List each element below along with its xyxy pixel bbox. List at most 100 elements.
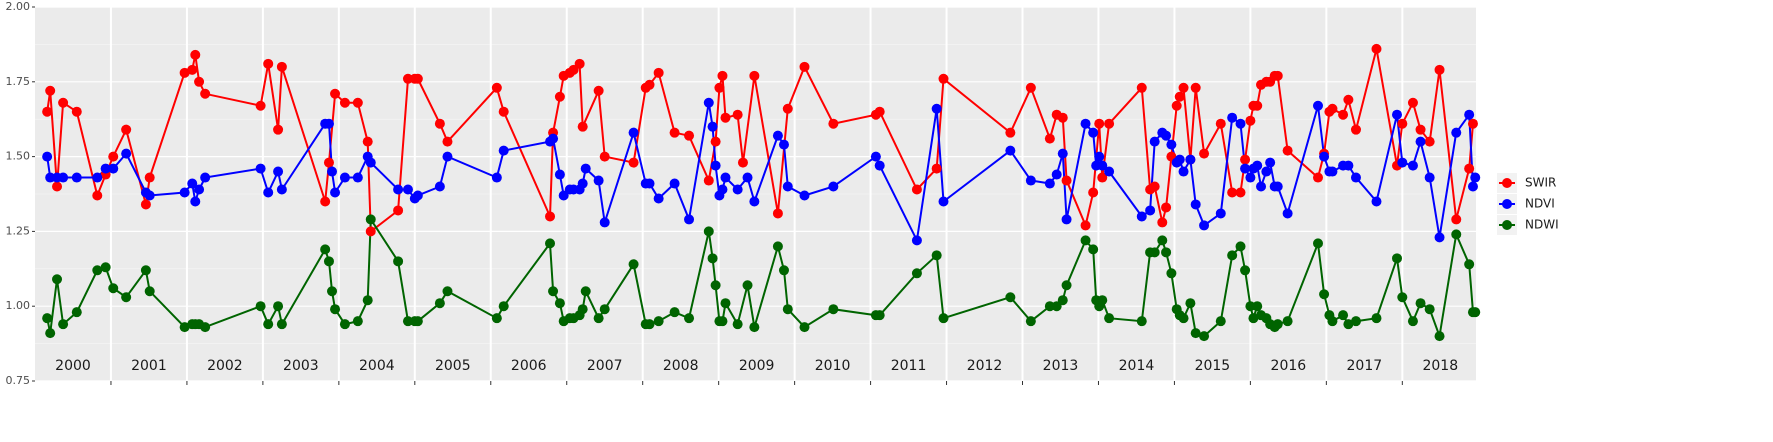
data-point: [276, 184, 287, 195]
data-point: [179, 67, 190, 78]
data-point: [684, 130, 695, 141]
data-point: [1044, 178, 1055, 189]
data-point: [911, 184, 922, 195]
data-point: [828, 181, 839, 192]
data-point: [1104, 313, 1115, 324]
data-point: [330, 187, 341, 198]
legend-point: [1502, 178, 1512, 188]
data-point: [1136, 211, 1147, 222]
data-point: [1338, 109, 1349, 120]
data-point: [874, 310, 885, 321]
data-point: [434, 298, 445, 309]
data-point: [1215, 208, 1226, 219]
data-point: [1397, 157, 1408, 168]
data-point: [263, 319, 274, 330]
data-point: [71, 172, 82, 183]
data-point: [707, 121, 718, 132]
data-point: [71, 106, 82, 117]
data-point: [1097, 160, 1108, 171]
data-point: [393, 256, 404, 267]
data-point: [653, 316, 664, 327]
data-point: [1451, 127, 1462, 138]
data-point: [1161, 202, 1172, 213]
data-point: [1312, 238, 1323, 249]
data-point: [1407, 160, 1418, 171]
data-point: [273, 166, 284, 177]
data-point: [1025, 82, 1036, 93]
data-point: [778, 265, 789, 276]
data-point: [1005, 145, 1016, 156]
data-point: [92, 190, 103, 201]
data-point: [737, 157, 748, 168]
legend-label: NDWI: [1525, 218, 1559, 232]
data-point: [1248, 313, 1259, 324]
data-point: [577, 178, 588, 189]
y-tick-label: 1.75: [6, 75, 31, 88]
data-point: [365, 226, 376, 237]
data-point: [703, 175, 714, 186]
data-point: [703, 226, 714, 237]
data-point: [1025, 175, 1036, 186]
data-point: [931, 163, 942, 174]
data-point: [1343, 319, 1354, 330]
data-point: [1265, 157, 1276, 168]
data-point: [628, 127, 639, 138]
data-point: [190, 196, 201, 207]
data-point: [545, 238, 556, 249]
data-point: [45, 328, 56, 339]
data-point: [1282, 316, 1293, 327]
data-point: [1190, 199, 1201, 210]
data-point: [1252, 160, 1263, 171]
data-point: [1174, 154, 1185, 165]
data-point: [599, 151, 610, 162]
data-point: [323, 118, 334, 129]
data-point: [1391, 253, 1402, 264]
data-point: [1136, 316, 1147, 327]
data-point: [707, 253, 718, 264]
data-point: [402, 73, 413, 84]
data-point: [1424, 136, 1435, 147]
data-point: [1227, 187, 1238, 198]
data-point: [276, 319, 287, 330]
data-point: [749, 322, 760, 333]
year-label: 2005: [435, 358, 471, 374]
data-point: [1312, 100, 1323, 111]
year-label: 2014: [1119, 358, 1155, 374]
data-point: [442, 286, 453, 297]
data-point: [1061, 280, 1072, 291]
data-point: [1149, 181, 1160, 192]
data-point: [1088, 127, 1099, 138]
data-point: [100, 262, 111, 273]
data-point: [717, 316, 728, 327]
data-point: [92, 172, 103, 183]
data-point: [1057, 112, 1068, 123]
data-point: [545, 211, 556, 222]
data-point: [1051, 169, 1062, 180]
data-point: [52, 181, 63, 192]
data-point: [911, 268, 922, 279]
data-point: [273, 124, 284, 135]
data-point: [742, 280, 753, 291]
year-label: 2008: [663, 358, 699, 374]
data-point: [1190, 328, 1201, 339]
y-tick-label: 2.00: [6, 0, 31, 13]
data-point: [1343, 160, 1354, 171]
data-point: [365, 157, 376, 168]
data-point: [1391, 109, 1402, 120]
data-point: [1467, 118, 1478, 129]
data-point: [938, 196, 949, 207]
data-point: [874, 160, 885, 171]
data-point: [1470, 307, 1481, 318]
year-label: 2018: [1422, 358, 1458, 374]
data-point: [1061, 214, 1072, 225]
data-point: [1104, 118, 1115, 129]
data-point: [1227, 250, 1238, 261]
data-point: [1149, 136, 1160, 147]
data-point: [1319, 289, 1330, 300]
data-point: [393, 205, 404, 216]
data-point: [1245, 301, 1256, 312]
data-point: [58, 172, 69, 183]
data-point: [323, 157, 334, 168]
data-point: [1343, 94, 1354, 105]
